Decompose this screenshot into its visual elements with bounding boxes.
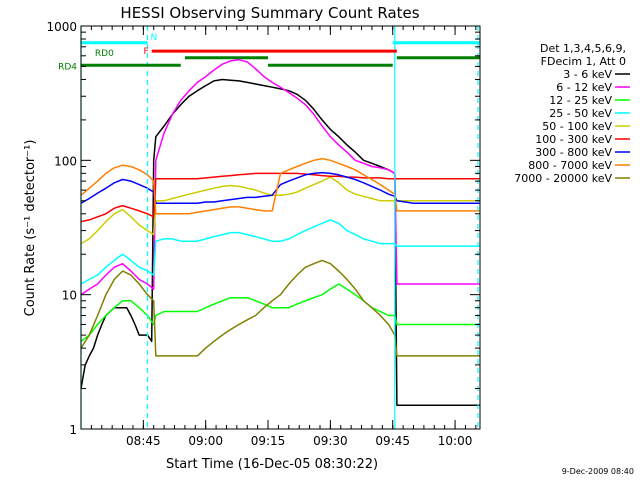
legend-entry-label: 25 - 50 keV (549, 107, 612, 120)
series-line-2 (81, 59, 480, 296)
plot-frame (80, 25, 481, 430)
legend-entry-label: 6 - 12 keV (556, 81, 612, 94)
series-line-8 (81, 157, 480, 215)
legend: Det 1,3,4,5,6,9,FDecim 1, Att 03 - 6 keV… (514, 42, 630, 185)
chart-title: HESSI Observing Summary Count Rates (120, 4, 419, 22)
plot-area: NF RD0 RD4 1 10 100 1000 08:45 09:00 09:15 09:30 09… (46, 20, 481, 448)
y-tick-label: 10 (62, 289, 77, 303)
state-bar-label-1: N (151, 33, 158, 43)
series-line-3 (81, 283, 480, 342)
legend-entry-label: 300 - 800 keV (535, 146, 612, 159)
x-tick-label: 08:45 (126, 434, 161, 448)
state-bar-label-4: RD0 (95, 49, 114, 59)
series-line-5 (81, 176, 480, 245)
state-bar-label-3: F (143, 47, 148, 57)
state-bar-label-6: RD4 (58, 62, 77, 72)
legend-entry-label: 100 - 300 keV (535, 133, 612, 146)
x-tick-label: 09:15 (251, 434, 286, 448)
legend-header-line: Det 1,3,4,5,6,9, (540, 42, 626, 55)
series-line-4 (81, 219, 480, 285)
x-tick-label: 10:00 (438, 434, 473, 448)
legend-entry-label: 800 - 7000 keV (528, 159, 612, 172)
legend-entry-label: 50 - 100 keV (542, 120, 612, 133)
y-tick-label: 100 (54, 154, 77, 168)
y-axis-label: Count Rate (s⁻¹ detector⁻¹) (23, 140, 38, 317)
x-tick-label: 09:00 (188, 434, 223, 448)
x-tick-label: 09:30 (313, 434, 348, 448)
series-line-7 (81, 171, 480, 204)
legend-entry-label: 12 - 25 keV (549, 94, 612, 107)
series-line-6 (81, 172, 480, 223)
y-tick-label: 1 (69, 423, 77, 437)
legend-entry-label: 7000 - 20000 keV (514, 172, 612, 185)
legend-header-line: FDecim 1, Att 0 (541, 55, 626, 68)
series-line-9 (81, 259, 480, 357)
y-tick-label: 1000 (46, 20, 77, 34)
x-axis-label: Start Time (16-Dec-05 08:30:22) (166, 457, 378, 472)
series-lines (81, 59, 480, 407)
timestamp: 9-Dec-2009 08:40 (562, 467, 634, 476)
x-tick-label: 09:45 (375, 434, 410, 448)
legend-entry-label: 3 - 6 keV (563, 68, 612, 81)
series-line-1 (81, 78, 480, 407)
